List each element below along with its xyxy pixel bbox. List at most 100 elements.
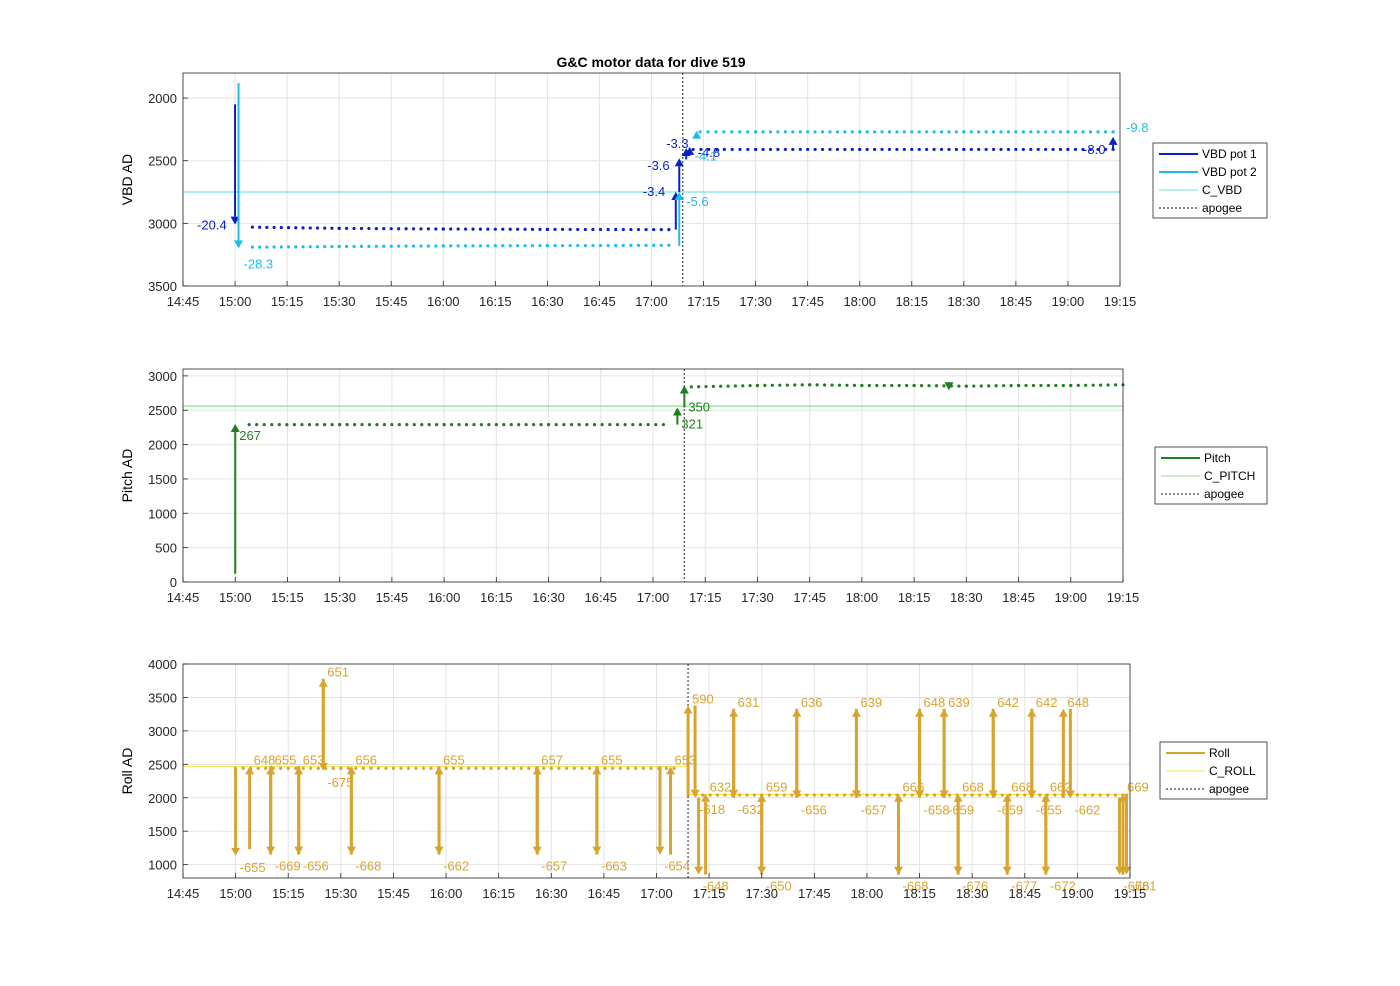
data-point <box>701 793 705 797</box>
data-point <box>384 766 388 770</box>
x-tick-label: 17:45 <box>791 294 824 309</box>
data-point <box>865 147 869 152</box>
data-point <box>292 423 297 427</box>
data-point <box>910 130 914 134</box>
data-point <box>382 227 386 231</box>
annotation-label: -655 <box>240 860 266 875</box>
arrow-head <box>674 158 684 167</box>
data-point <box>1051 147 1055 152</box>
annotation-label: -681 <box>1130 879 1156 894</box>
data-point <box>659 243 663 247</box>
data-point <box>272 225 276 230</box>
data-point <box>925 793 929 797</box>
annotation-label: -672 <box>1050 879 1076 894</box>
data-point <box>984 147 988 152</box>
x-tick-label: 16:45 <box>585 590 618 605</box>
data-point <box>706 130 710 134</box>
data-point <box>1008 793 1012 797</box>
data-point <box>790 793 794 797</box>
annotation-label: -4.1 <box>695 149 717 164</box>
data-point <box>519 766 523 770</box>
data-point <box>806 130 810 134</box>
data-point <box>382 244 386 248</box>
annotation-label: -656 <box>801 802 827 817</box>
data-point <box>527 766 531 770</box>
data-point <box>459 766 463 770</box>
data-point <box>497 766 501 770</box>
data-point <box>791 130 795 134</box>
data-point <box>783 130 787 134</box>
arrow-head <box>851 790 861 799</box>
annotation-label: -3.3 <box>666 136 688 151</box>
data-point <box>338 423 342 427</box>
data-point <box>631 423 635 427</box>
data-point <box>1081 130 1085 134</box>
annotation-label: 655 <box>443 752 465 767</box>
data-point <box>1061 383 1065 388</box>
annotation-label: -654 <box>664 859 690 874</box>
data-point <box>294 226 298 230</box>
data-point <box>1038 793 1042 797</box>
data-point <box>867 383 871 388</box>
data-point <box>420 423 424 427</box>
data-point <box>782 793 786 797</box>
data-point <box>1016 383 1021 388</box>
data-point <box>1084 383 1088 387</box>
data-point <box>331 766 335 770</box>
data-point <box>664 766 668 770</box>
annotation-label: -675 <box>327 775 353 790</box>
data-point <box>426 244 431 248</box>
data-point <box>598 243 603 248</box>
annotation-label: -9.8 <box>1126 120 1148 135</box>
data-point <box>723 793 727 797</box>
annotation-label: 590 <box>692 691 714 706</box>
annotation-arrow: 590 <box>683 691 714 795</box>
data-point <box>1113 793 1117 797</box>
data-point <box>875 383 879 388</box>
data-point <box>984 130 988 134</box>
annotation-label: 659 <box>766 780 788 795</box>
data-point <box>778 383 782 387</box>
data-point <box>598 227 603 232</box>
data-point <box>872 793 877 797</box>
data-point <box>614 227 618 232</box>
arrow-head <box>1058 708 1068 717</box>
data-point <box>339 766 343 770</box>
data-point <box>277 423 281 427</box>
y-tick-label: 1500 <box>148 472 177 487</box>
data-point <box>316 766 320 770</box>
data-point <box>798 147 802 152</box>
data-point <box>1090 793 1095 797</box>
data-point <box>494 423 498 427</box>
data-point <box>775 793 779 797</box>
x-tick-label: 16:30 <box>531 294 564 309</box>
data-point <box>487 423 491 427</box>
data-point <box>644 243 648 247</box>
data-point <box>991 130 996 134</box>
data-point <box>286 245 291 249</box>
annotation-arrow: -658 <box>915 708 950 817</box>
data-point <box>463 227 468 231</box>
data-point <box>629 227 633 232</box>
data-point <box>345 423 349 427</box>
data-point <box>502 423 506 427</box>
data-point <box>553 244 557 248</box>
arrow-head <box>1108 136 1118 145</box>
data-point <box>957 384 961 388</box>
annotation-arrow: -20.4 <box>197 104 240 233</box>
data-point <box>934 384 939 388</box>
annotation-label: -618 <box>699 802 725 817</box>
y-tick-label: 1000 <box>148 858 177 873</box>
data-point <box>611 766 615 770</box>
legend-box <box>1152 142 1268 219</box>
annotation-label: -676 <box>1123 879 1149 894</box>
data-point <box>835 793 839 797</box>
data-point <box>345 226 349 231</box>
data-point <box>1066 147 1070 152</box>
data-point <box>376 766 381 770</box>
data-point <box>1058 130 1063 134</box>
data-point <box>419 227 423 231</box>
data-point <box>241 766 245 770</box>
data-point <box>542 766 546 770</box>
data-point <box>962 130 966 134</box>
